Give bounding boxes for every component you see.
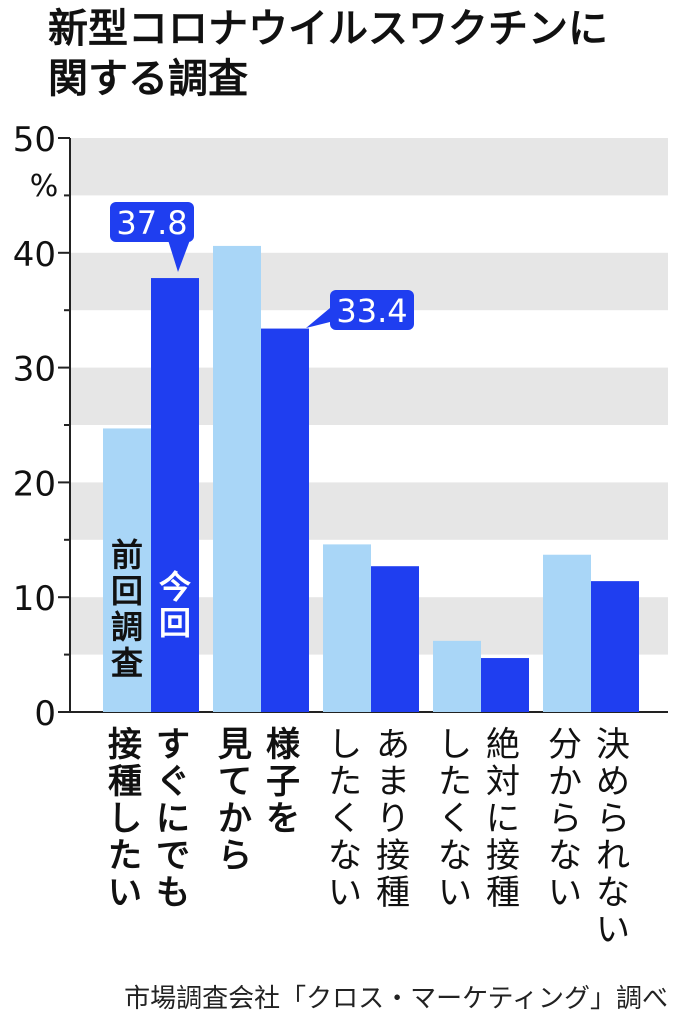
bar-current (371, 566, 419, 712)
category-label: 種 (108, 762, 142, 802)
y-tick-label: 50 (13, 120, 56, 160)
category-label: す (156, 725, 190, 765)
y-tick-label: 40 (13, 235, 56, 275)
bar-current (591, 581, 639, 712)
title-line-1: 新型コロナウイルスワクチンに (48, 6, 608, 52)
title-line-2: 関する調査 (48, 56, 248, 102)
y-tick-label: 10 (13, 579, 56, 619)
callout-pointer (168, 240, 190, 272)
category-label: 分 (548, 725, 582, 765)
series-label-previous: 調 (111, 608, 143, 646)
grid-band (70, 138, 668, 196)
category-label: 決 (596, 725, 630, 765)
category-label: 様 (266, 725, 301, 765)
category-label: 接 (486, 836, 520, 876)
category-label: れ (596, 836, 630, 876)
y-tick-label: 30 (13, 350, 56, 390)
category-label: あ (376, 725, 410, 765)
chart-title: 新型コロナウイルスワクチンに 関する調査 (48, 4, 688, 104)
category-label: い (438, 873, 472, 913)
bar-previous (103, 428, 151, 712)
value-label: 37.8 (116, 204, 187, 242)
y-tick-label: 0 (34, 694, 56, 734)
category-label: 子 (266, 762, 300, 802)
series-label-previous: 回 (111, 572, 143, 610)
category-label: ら (218, 836, 252, 876)
y-tick-label: 20 (13, 464, 56, 504)
bar-current (261, 328, 309, 712)
y-unit-label: % (30, 169, 59, 204)
category-label: 接 (108, 725, 142, 765)
bars (103, 245, 639, 713)
category-label: ら (596, 799, 630, 839)
category-label: 見 (218, 725, 252, 765)
category-label: め (596, 762, 630, 802)
category-label: 絶 (486, 725, 520, 765)
callout-box (330, 290, 414, 330)
category-label: な (548, 836, 582, 876)
bar-current (481, 658, 529, 712)
series-label-current: 回 (159, 604, 191, 642)
bar-previous (213, 245, 261, 713)
category-label: た (108, 836, 142, 876)
category-label: か (218, 799, 252, 839)
category-label: か (548, 762, 582, 802)
category-label: な (596, 873, 630, 913)
category-label: を (266, 799, 300, 839)
category-label: い (328, 873, 362, 913)
category-label: く (438, 799, 472, 839)
category-label: に (156, 799, 190, 839)
category-label: く (328, 799, 362, 839)
category-label: い (108, 873, 142, 913)
bar-previous (323, 544, 371, 712)
bar-previous (433, 640, 481, 712)
category-label: ぐ (156, 762, 190, 802)
value-label: 33.4 (336, 292, 407, 330)
bar-previous (543, 554, 591, 712)
category-label: 種 (376, 873, 410, 913)
category-label: 対 (486, 762, 520, 802)
series-label-previous: 査 (111, 644, 143, 682)
series-label-previous: 前 (111, 536, 143, 574)
category-label: た (328, 762, 362, 802)
bar-current (151, 278, 199, 712)
category-label: 種 (486, 873, 520, 913)
callout-box (110, 202, 194, 242)
category-label: で (156, 836, 190, 876)
category-labels: すぐにでも接種したい様子を見てからあまり接種したくない絶対に接種したくない決めら… (108, 725, 630, 950)
callout-pointer (306, 308, 330, 328)
category-label: ま (376, 762, 410, 802)
category-label: な (328, 836, 362, 876)
category-label: い (548, 873, 582, 913)
category-label: た (438, 762, 472, 802)
category-label: も (156, 873, 190, 913)
category-label: し (328, 725, 362, 765)
category-label: ら (548, 799, 582, 839)
category-label: な (438, 836, 472, 876)
category-label: し (438, 725, 472, 765)
category-label: 接 (376, 836, 410, 876)
category-label: り (376, 799, 410, 839)
category-label: し (108, 799, 142, 839)
category-label: い (596, 910, 630, 950)
value-callouts: 37.8 33.4 (110, 202, 414, 330)
source-note: 市場調査会社「クロス・マーケティング」調べ (124, 984, 668, 1014)
category-label: て (218, 762, 252, 802)
series-label-current: 今 (159, 568, 191, 606)
category-label: に (486, 799, 520, 839)
